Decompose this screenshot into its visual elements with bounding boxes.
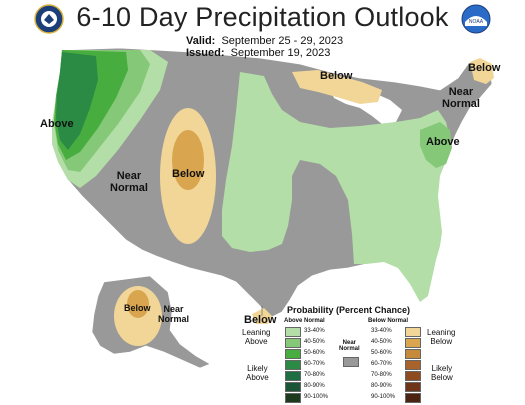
legend-above-swatch: [285, 360, 301, 370]
above-40-midatlantic: [420, 122, 452, 168]
label-below-hawaii: Below: [244, 314, 277, 326]
legend-below-header: Below Normal: [368, 318, 409, 324]
legend-near-normal-label: Near Normal: [339, 340, 360, 352]
legend-above-range: 50-60%: [304, 350, 325, 356]
legend-above-swatch: [285, 371, 301, 381]
legend-above-range: 60-70%: [304, 361, 325, 367]
legend-above-header: Above Normal: [284, 318, 325, 324]
legend-below-swatch: [405, 327, 421, 337]
legend-below-range: 50-60%: [371, 350, 392, 356]
legend-leaning-below: Leaning Below: [427, 328, 456, 346]
below-40-alaska: [127, 290, 149, 318]
legend-likely-above: Likely Above: [246, 364, 269, 382]
label-near-normal-northeast: Near Normal: [442, 86, 480, 110]
legend-leaning-above: Leaning Above: [242, 328, 271, 346]
legend-above-swatch: [285, 327, 301, 337]
legend-above-range: 70-80%: [304, 372, 325, 378]
label-near-normal-west: Near Normal: [110, 170, 148, 194]
below-40-rockies: [172, 130, 204, 190]
legend-below-swatch: [405, 338, 421, 348]
legend-below-range: 90-100%: [371, 394, 396, 400]
page-title: 6-10 Day Precipitation Outlook: [76, 2, 449, 32]
legend-below-swatch: [405, 349, 421, 359]
above-60-west: [56, 52, 98, 150]
above-33-central: [222, 72, 450, 302]
label-below-rockies: Below: [172, 168, 205, 180]
legend-below-swatch: [405, 360, 421, 370]
legend-above-range: 90-100%: [304, 394, 329, 400]
legend-title: Probability (Percent Chance): [287, 305, 411, 315]
legend-below-swatch: [405, 371, 421, 381]
below-33-maine: [470, 58, 494, 84]
label-near-normal-alaska: Near Normal: [158, 304, 190, 324]
legend-above-range: 40-50%: [304, 339, 325, 345]
label-above-midatlantic: Above: [426, 136, 460, 148]
noaa-logo-icon: NOAA: [461, 4, 491, 34]
legend-below-range: 80-90%: [371, 383, 392, 389]
legend-below-range: 70-80%: [371, 372, 392, 378]
legend-below-range: 33-40%: [371, 328, 392, 334]
valid-dates: Valid: September 25 - 29, 2023 Issued: S…: [186, 35, 344, 59]
doc-seal-icon: [34, 4, 64, 34]
label-below-maine: Below: [468, 62, 501, 74]
legend-above-swatch: [285, 338, 301, 348]
legend-below-range: 40-50%: [371, 339, 392, 345]
legend-likely-below: Likely Below: [431, 364, 453, 382]
legend-above-swatch: [285, 393, 301, 403]
legend-below-swatch: [405, 393, 421, 403]
label-below-great-lakes: Below: [320, 70, 353, 82]
legend-above-swatch: [285, 382, 301, 392]
legend-above-range: 80-90%: [304, 383, 325, 389]
legend-above-range: 33-40%: [304, 328, 325, 334]
label-below-alaska: Below: [124, 303, 151, 313]
legend-below-range: 60-70%: [371, 361, 392, 367]
svg-text:NOAA: NOAA: [469, 19, 484, 25]
legend-above-swatch: [285, 349, 301, 359]
legend-below-swatch: [405, 382, 421, 392]
label-above-west: Above: [40, 118, 74, 130]
legend-near-normal-swatch: [343, 357, 359, 367]
below-33-upper-michigan: [292, 70, 382, 104]
